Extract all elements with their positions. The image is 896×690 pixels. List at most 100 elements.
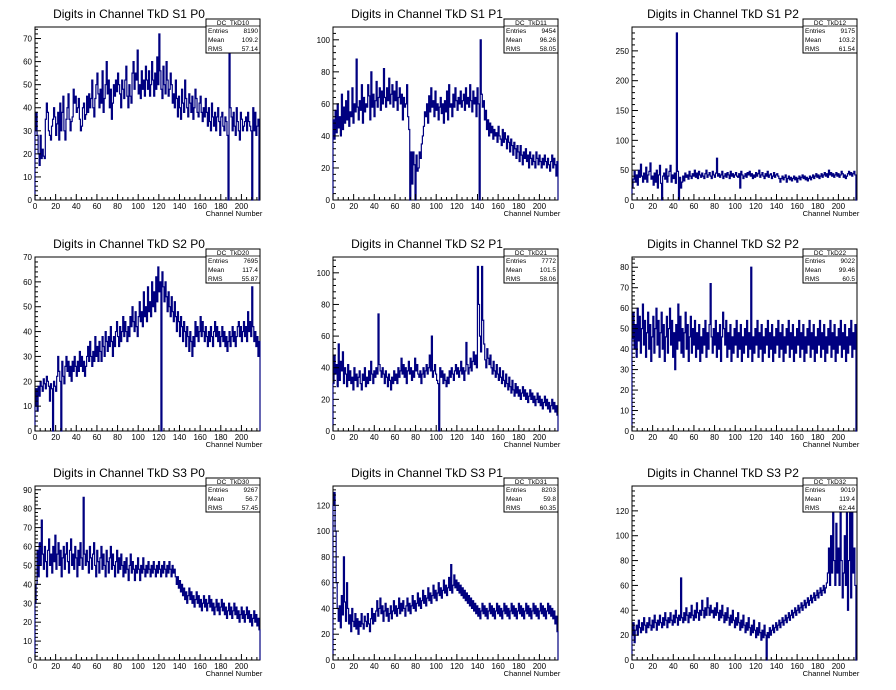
- stats-value: 60.35: [540, 505, 557, 512]
- y-tick-label: 120: [317, 501, 331, 510]
- y-tick-label: 100: [317, 269, 331, 278]
- histogram-panel-9: Digits in Channel TkD S3 P2 0 20 40 60 80 100 1…: [616, 466, 860, 678]
- x-tick-label: 0: [33, 662, 38, 671]
- x-tick-label: 60: [689, 202, 698, 211]
- y-tick-label: 30: [23, 352, 32, 361]
- y-tick-label: 50: [620, 166, 629, 175]
- stats-value: 8203: [542, 487, 557, 494]
- x-tick-label: 180: [214, 433, 228, 442]
- stats-value: 57.14: [242, 46, 259, 53]
- stats-value: 8190: [244, 28, 259, 35]
- stats-label: Entries: [208, 258, 229, 265]
- x-tick-label: 40: [72, 202, 81, 211]
- x-tick-label: 200: [533, 433, 547, 442]
- x-tick-label: 180: [512, 202, 526, 211]
- y-tick-label: 40: [321, 364, 330, 373]
- y-tick-label: 20: [23, 377, 32, 386]
- histogram-series: [34, 496, 261, 660]
- x-tick-label: 160: [491, 662, 505, 671]
- stats-box-name: DC_TkD31: [515, 479, 548, 486]
- x-tick-label: 120: [450, 662, 464, 671]
- stats-box-name: DC_TkD12: [814, 20, 847, 27]
- histogram-panel-2: Digits in Channel TkD S1 P1 0 20 40 60 80 100 1…: [317, 7, 561, 218]
- x-tick-label: 0: [33, 433, 38, 442]
- x-tick-label: 180: [214, 662, 228, 671]
- y-tick-label: 80: [620, 557, 629, 566]
- stats-label: RMS: [208, 276, 223, 283]
- stats-value: 60.5: [842, 276, 855, 283]
- stats-box: [205, 248, 261, 284]
- x-tick-label: 20: [349, 662, 358, 671]
- stats-label: RMS: [208, 505, 223, 512]
- x-tick-label: 0: [630, 433, 635, 442]
- plot-frame: [631, 26, 858, 201]
- x-tick-label: 160: [790, 202, 804, 211]
- y-tick-label: 80: [321, 300, 330, 309]
- x-tick-label: 40: [72, 433, 81, 442]
- x-tick-label: 20: [349, 202, 358, 211]
- stats-value: 59.8: [543, 496, 556, 503]
- histogram-series: [34, 266, 261, 432]
- histogram-series: [332, 491, 559, 660]
- histogram-panel-3: Digits in Channel TkD S1 P2 0 20 40 60 80 100 1…: [616, 7, 860, 218]
- x-tick-label: 200: [533, 202, 547, 211]
- stats-box: [503, 248, 559, 284]
- x-tick-label: 20: [51, 662, 60, 671]
- stats-box: [205, 18, 261, 54]
- x-tick-label: 0: [331, 662, 336, 671]
- stats-value: 57.45: [242, 505, 259, 512]
- x-tick-label: 80: [710, 433, 719, 442]
- x-tick-label: 20: [51, 433, 60, 442]
- x-tick-label: 160: [491, 202, 505, 211]
- y-tick-label: 30: [23, 599, 32, 608]
- y-tick-label: 30: [620, 366, 629, 375]
- stats-value: 9019: [841, 487, 856, 494]
- panel-title: Digits in Channel TkD S1 P0: [53, 7, 205, 21]
- stats-value: 99.46: [839, 267, 856, 274]
- x-tick-label: 20: [648, 662, 657, 671]
- stats-label: RMS: [805, 46, 820, 53]
- x-tick-label: 60: [390, 202, 399, 211]
- y-tick-label: 60: [321, 332, 330, 341]
- stats-box-name: DC_TkD10: [217, 20, 250, 27]
- stats-label: Mean: [208, 496, 225, 503]
- stats-value: 9267: [244, 487, 259, 494]
- x-tick-label: 120: [450, 202, 464, 211]
- x-tick-label: 40: [370, 662, 379, 671]
- y-tick-label: 0: [326, 196, 331, 205]
- x-tick-label: 40: [72, 662, 81, 671]
- x-tick-label: 20: [648, 202, 657, 211]
- x-tick-label: 200: [832, 433, 846, 442]
- y-tick-label: 20: [23, 150, 32, 159]
- stats-value: 7695: [244, 258, 259, 265]
- stats-label: Mean: [805, 37, 822, 44]
- x-tick-label: 100: [132, 662, 146, 671]
- y-tick-label: 70: [620, 284, 629, 293]
- panel-title: Digits in Channel TkD S2 P0: [53, 237, 205, 251]
- stats-label: Mean: [208, 267, 225, 274]
- y-tick-label: 70: [23, 524, 32, 533]
- y-tick-label: 80: [23, 505, 32, 514]
- histogram-panel-5: Digits in Channel TkD S2 P1 0 20 40 60 80 100 1…: [317, 237, 561, 449]
- x-axis-label: Channel Number: [504, 440, 561, 449]
- x-tick-label: 20: [349, 433, 358, 442]
- y-tick-label: 20: [321, 164, 330, 173]
- y-tick-label: 40: [321, 604, 330, 613]
- x-tick-label: 100: [430, 433, 444, 442]
- stats-value: 101.5: [540, 267, 557, 274]
- stats-box: [802, 248, 858, 284]
- stats-value: 58.06: [540, 276, 557, 283]
- y-tick-label: 60: [23, 278, 32, 287]
- histogram-panel-7: Digits in Channel TkD S3 P00 20 40 60 80 100 1…: [23, 466, 263, 678]
- x-tick-label: 180: [512, 433, 526, 442]
- x-axis-label: Channel Number: [504, 209, 561, 218]
- y-tick-label: 0: [28, 196, 33, 205]
- x-axis-label: Channel Number: [803, 209, 860, 218]
- panel-title: Digits in Channel TkD S3 P2: [647, 466, 799, 480]
- stats-box-name: DC_TkD11: [515, 20, 547, 27]
- stats-box-name: DC_TkD20: [217, 250, 250, 257]
- stats-value: 9022: [841, 258, 856, 265]
- x-tick-label: 0: [331, 433, 336, 442]
- x-tick-label: 120: [749, 433, 763, 442]
